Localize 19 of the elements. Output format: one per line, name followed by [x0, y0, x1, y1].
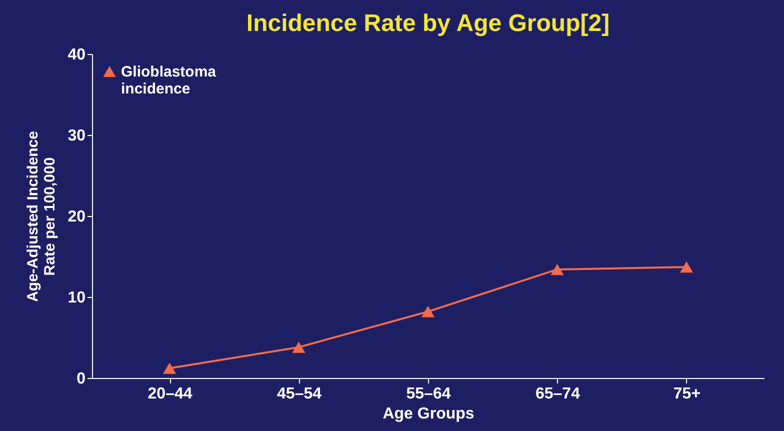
y-tick-label: 40 — [68, 46, 86, 64]
y-tick-label: 20 — [68, 208, 86, 226]
point — [680, 261, 693, 273]
point — [292, 342, 306, 353]
x-tick-label: 65–74 — [535, 386, 580, 402]
y-tick-label: 0 — [76, 370, 86, 388]
point — [421, 306, 435, 318]
x-tick-label: 20–44 — [148, 386, 192, 402]
legend-label: Glioblastoma incidence — [121, 64, 217, 98]
x-tick-label: 55–64 — [406, 386, 451, 402]
point — [550, 264, 564, 276]
y-tick-label: 30 — [68, 128, 86, 144]
y-tick-label: 10 — [68, 290, 86, 306]
x-axis-title: Age Groups — [382, 406, 474, 422]
x-tick-label: 45–54 — [277, 386, 322, 402]
chart-title: Incidence Rate by Age Group[2] — [246, 10, 610, 37]
y-axis-title: Age-Adjusted Incidence Rate per 100,000 — [24, 131, 59, 302]
point — [163, 362, 176, 374]
x-tick-label: 75+ — [673, 386, 701, 402]
